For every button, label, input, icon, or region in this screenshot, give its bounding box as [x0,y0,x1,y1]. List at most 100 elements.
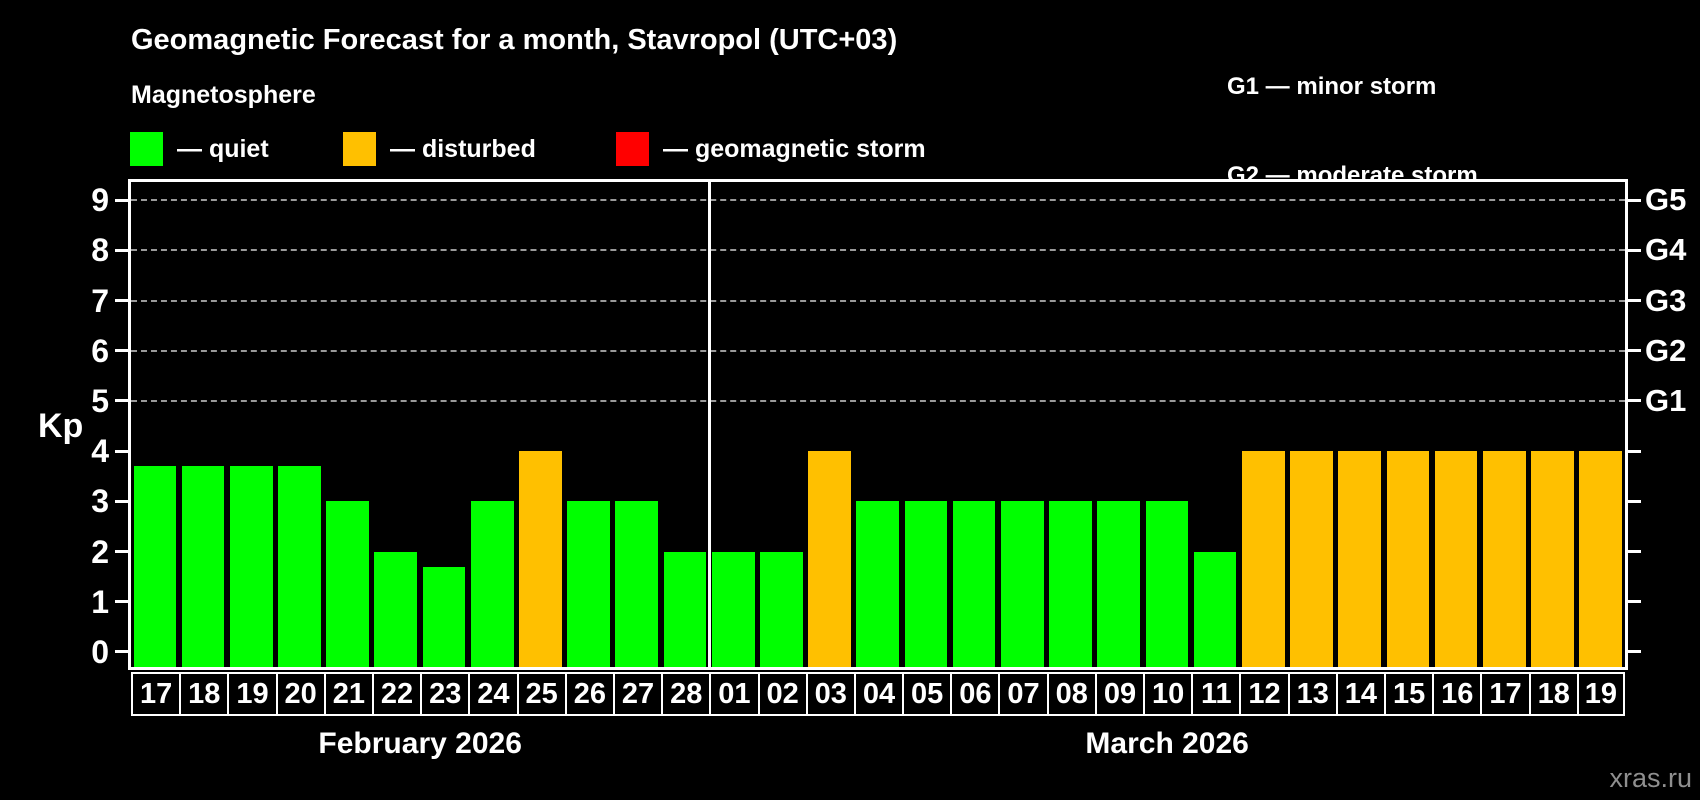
y-tick-label-0: 0 [91,633,109,670]
bar-march-09 [1097,501,1141,667]
disturbed-color-swatch [343,132,376,166]
day-cell-march-05: 05 [902,672,953,716]
y-tick-label-2: 2 [91,533,109,570]
day-label-row: 17 18 19 20 21 22 23 24 25 26 27 28 01 02 03 04 05 06 07 08… [131,672,1625,716]
y-tick-label-5: 5 [91,382,109,419]
day-cell-march-01: 01 [709,672,760,716]
bar-march-14 [1338,451,1382,667]
legend-label-disturbed: — disturbed [390,134,536,163]
bar-march-10 [1145,501,1189,667]
day-cell-march-14: 14 [1335,672,1387,716]
day-cell-february-22: 22 [371,672,423,716]
watermark: xras.ru [1609,763,1692,793]
right-tick-7 [1628,299,1641,302]
day-cell-february-27: 27 [612,672,664,716]
quiet-color-swatch [130,132,163,166]
day-cell-march-12: 12 [1239,672,1290,716]
bar-march-16 [1434,451,1478,667]
gridline-kp7 [131,299,1625,302]
right-tick-2 [1628,550,1641,553]
legend-item-storm: — geomagnetic storm [616,132,926,166]
bar-march-02 [760,551,803,667]
bar-march-07 [1000,501,1044,667]
left-tick-8 [115,248,128,252]
day-cell-february-17: 17 [131,672,182,716]
day-cell-march-16: 16 [1432,672,1483,716]
gridline-kp8 [131,249,1625,252]
day-cell-march-17: 17 [1480,672,1531,716]
bar-february-17 [133,466,177,667]
day-cell-march-03: 03 [805,672,856,716]
bar-march-18 [1531,451,1574,667]
legend-item-disturbed: — disturbed [343,132,536,166]
day-cell-february-20: 20 [275,672,326,716]
right-axis-label-g2: G2 [1645,332,1687,368]
y-tick-label-8: 8 [91,232,109,269]
month-label-1: March 2026 [1085,727,1249,760]
bar-february-22 [374,551,418,667]
day-cell-february-25: 25 [516,672,567,716]
bar-march-19 [1579,451,1622,667]
left-tick-1 [115,600,128,604]
right-axis-label-g4: G4 [1645,232,1687,268]
bar-march-11 [1193,551,1237,667]
day-cell-february-28: 28 [661,672,712,716]
month-separator [707,182,711,667]
day-cell-february-18: 18 [179,672,230,716]
day-cell-march-04: 04 [853,672,905,716]
bar-february-26 [567,501,610,667]
bar-march-13 [1290,451,1333,667]
y-tick-label-6: 6 [91,332,109,369]
right-tick-3 [1628,499,1641,503]
day-cell-march-13: 13 [1287,672,1338,716]
day-cell-february-21: 21 [323,672,374,716]
day-cell-march-07: 07 [998,672,1049,716]
right-axis-label-g5: G5 [1645,182,1687,218]
bar-february-27 [615,501,659,667]
bar-february-21 [326,501,369,667]
left-tick-6 [115,349,128,353]
day-cell-february-24: 24 [468,672,519,716]
bar-february-18 [181,466,225,667]
day-cell-february-23: 23 [420,672,471,716]
bar-march-06 [952,501,996,667]
left-tick-2 [115,550,128,553]
day-cell-february-26: 26 [564,672,615,716]
legend-label-quiet: — quiet [177,134,269,163]
y-axis-title: Kp [38,407,84,445]
left-tick-0 [115,650,128,654]
bar-march-17 [1482,451,1526,667]
left-tick-4 [115,449,128,453]
right-axis-label-g3: G3 [1645,282,1687,318]
magnetosphere-label: Magnetosphere [131,81,316,109]
day-cell-march-11: 11 [1191,672,1242,716]
day-cell-march-18: 18 [1528,672,1579,716]
day-cell-march-09: 09 [1094,672,1146,716]
right-tick-5 [1628,399,1641,403]
day-cell-march-06: 06 [950,672,1001,716]
legend-label-storm: — geomagnetic storm [663,134,926,163]
gridline-kp6 [131,349,1625,352]
day-cell-march-10: 10 [1143,672,1194,716]
bar-march-04 [856,501,900,667]
bar-march-08 [1049,501,1092,667]
right-tick-4 [1628,449,1641,453]
day-cell-february-19: 19 [227,672,278,716]
y-tick-label-1: 1 [91,583,109,620]
day-cell-march-02: 02 [757,672,808,716]
page-title: Geomagnetic Forecast for a month, Stavro… [131,24,898,56]
storm-color-swatch [616,132,649,166]
day-cell-march-19: 19 [1576,672,1625,716]
right-axis-label-g1: G1 [1645,382,1687,418]
bar-february-23 [422,566,466,667]
gridline-kp5 [131,399,1625,402]
month-label-0: February 2026 [318,727,522,760]
right-tick-1 [1628,600,1641,604]
bar-february-28 [663,551,707,667]
y-tick-label-3: 3 [91,483,109,520]
bar-february-20 [278,466,321,667]
left-tick-5 [115,399,128,403]
bar-february-24 [470,501,514,667]
bar-march-05 [904,501,948,667]
bar-february-19 [229,466,273,667]
